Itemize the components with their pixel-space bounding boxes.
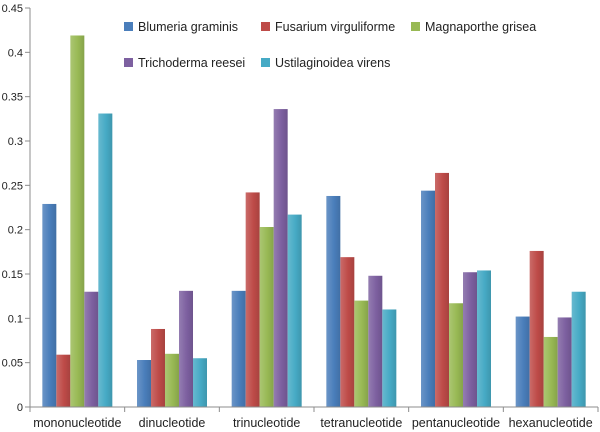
y-tick-label: 0.3 — [8, 136, 23, 148]
bar — [326, 195, 341, 407]
bar — [435, 172, 449, 407]
legend-swatch — [261, 58, 270, 67]
legend: Blumeria graminis Fusarium virguliforme Ma… — [124, 20, 536, 70]
bar — [84, 291, 99, 407]
y-tick-label: 0.4 — [8, 47, 23, 59]
y-axis-ticks: 0 0.05 0.1 0.15 0.2 0.25 0.3 0.35 0.4 0.45 — [2, 3, 30, 414]
bar — [98, 113, 113, 407]
y-tick-label: 0.2 — [8, 225, 23, 237]
bar — [571, 291, 586, 407]
bar — [340, 257, 355, 407]
bar — [529, 250, 544, 407]
y-tick-label: 0.25 — [2, 180, 23, 192]
bar — [165, 353, 179, 407]
bar — [231, 290, 246, 407]
legend-label: Fusarium virguliforme — [275, 20, 395, 34]
legend-swatch — [261, 22, 270, 31]
bars-layer — [42, 35, 586, 408]
y-tick-label: 0.35 — [2, 92, 23, 104]
legend-label: Trichoderma reesei — [138, 56, 245, 70]
bar — [477, 270, 491, 407]
x-category-label: trinucleotide — [233, 416, 300, 430]
y-tick-label: 0.45 — [2, 3, 23, 15]
bar — [179, 290, 193, 407]
bar — [515, 316, 530, 407]
y-tick-label: 0.1 — [8, 313, 23, 325]
x-category-label: tetranucleotide — [320, 416, 402, 430]
legend-label: Blumeria graminis — [138, 20, 238, 34]
x-category-label: hexanucleotide — [509, 416, 593, 430]
legend-swatch — [411, 22, 420, 31]
bar — [70, 35, 85, 408]
legend-swatch — [124, 58, 133, 67]
bar — [259, 227, 274, 407]
bar — [449, 303, 463, 407]
bar — [463, 272, 477, 407]
legend-label: Magnaporthe grisea — [425, 20, 536, 34]
x-category-label: pentanucleotide — [412, 416, 500, 430]
bar — [354, 300, 369, 407]
bar — [543, 336, 558, 407]
legend-swatch — [124, 22, 133, 31]
bar — [245, 192, 260, 407]
bar — [287, 214, 302, 407]
bar — [273, 109, 288, 407]
legend-label: Ustilaginoidea virens — [275, 56, 390, 70]
x-category-label: mononucleotide — [33, 416, 121, 430]
bar — [368, 275, 383, 407]
y-tick-label: 0.05 — [2, 358, 23, 370]
bar — [56, 354, 71, 407]
bar — [382, 309, 397, 407]
bar — [42, 203, 57, 407]
bar — [557, 317, 572, 407]
y-tick-label: 0 — [17, 402, 23, 414]
y-tick-label: 0.15 — [2, 269, 23, 281]
bar — [193, 358, 207, 407]
x-axis-categories: mononucleotide dinucleotide trinucleotide t… — [29, 407, 599, 430]
x-category-label: dinucleotide — [139, 416, 206, 430]
bar — [137, 360, 151, 407]
bar — [421, 190, 435, 407]
bar — [151, 328, 165, 407]
